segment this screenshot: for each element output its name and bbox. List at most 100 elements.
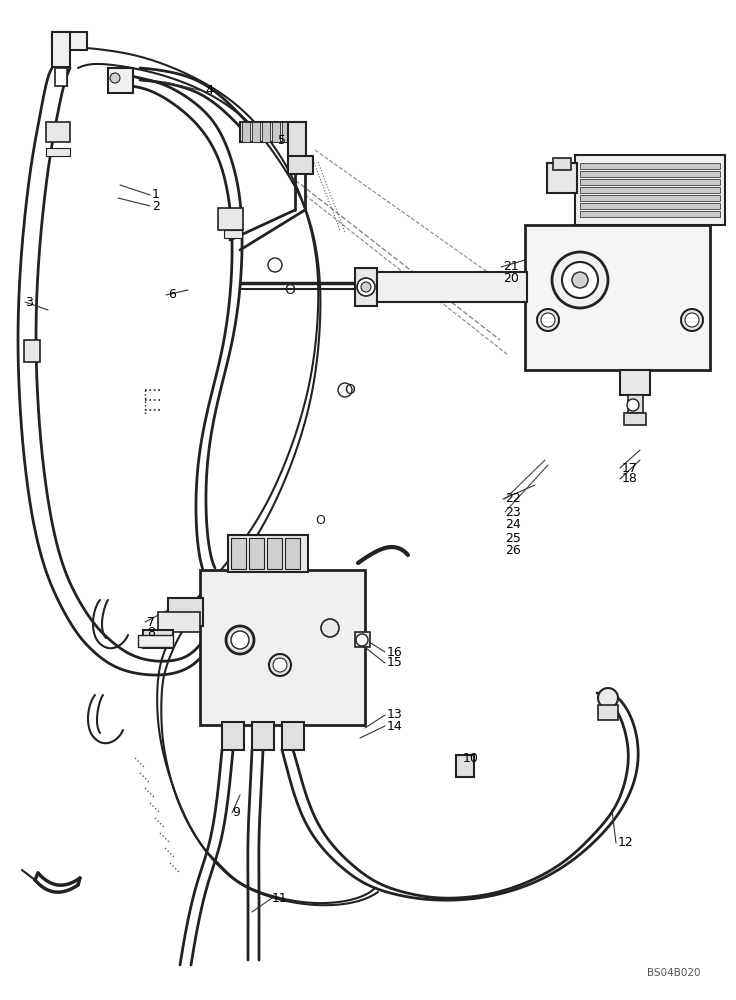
Bar bbox=[143, 630, 173, 648]
Bar bbox=[288, 156, 313, 174]
Circle shape bbox=[113, 73, 127, 87]
Circle shape bbox=[269, 654, 291, 676]
Bar bbox=[138, 635, 173, 647]
Text: 16: 16 bbox=[387, 646, 403, 658]
Bar bbox=[222, 722, 244, 750]
Circle shape bbox=[537, 309, 559, 331]
Circle shape bbox=[681, 309, 703, 331]
Bar bbox=[628, 395, 643, 413]
Bar bbox=[288, 122, 306, 157]
Bar bbox=[240, 122, 298, 142]
Text: 8: 8 bbox=[147, 626, 155, 640]
Bar bbox=[575, 155, 725, 225]
Bar bbox=[46, 122, 70, 142]
Bar bbox=[158, 612, 200, 632]
Text: O: O bbox=[315, 514, 325, 526]
Bar bbox=[580, 163, 720, 169]
Text: 7: 7 bbox=[147, 615, 155, 629]
Text: 23: 23 bbox=[505, 506, 521, 518]
Circle shape bbox=[572, 272, 588, 288]
Bar bbox=[282, 122, 290, 142]
Text: 9: 9 bbox=[232, 806, 240, 820]
Text: O: O bbox=[285, 283, 295, 297]
Text: 13: 13 bbox=[387, 708, 403, 722]
Text: 12: 12 bbox=[618, 836, 634, 850]
Bar bbox=[355, 268, 377, 306]
Circle shape bbox=[321, 619, 339, 637]
Text: 24: 24 bbox=[505, 518, 521, 532]
Bar bbox=[262, 122, 270, 142]
Bar bbox=[224, 230, 242, 238]
Text: 4: 4 bbox=[205, 85, 213, 98]
Text: 21: 21 bbox=[503, 260, 519, 273]
Circle shape bbox=[552, 252, 608, 308]
Bar bbox=[200, 570, 365, 725]
Bar bbox=[285, 538, 300, 569]
Text: 3: 3 bbox=[25, 296, 33, 308]
Circle shape bbox=[356, 634, 368, 646]
Text: 11: 11 bbox=[272, 892, 288, 904]
Bar bbox=[598, 705, 618, 720]
Bar bbox=[249, 538, 264, 569]
Bar bbox=[55, 68, 67, 86]
Bar bbox=[218, 208, 243, 230]
Bar bbox=[355, 632, 370, 647]
Circle shape bbox=[273, 658, 287, 672]
Text: 10: 10 bbox=[463, 752, 479, 764]
Bar bbox=[580, 179, 720, 185]
Text: 20: 20 bbox=[503, 271, 519, 284]
Bar bbox=[252, 722, 274, 750]
Text: 22: 22 bbox=[505, 492, 521, 506]
Circle shape bbox=[226, 626, 254, 654]
Bar bbox=[580, 195, 720, 201]
Bar bbox=[267, 538, 282, 569]
Bar bbox=[168, 598, 203, 626]
Circle shape bbox=[685, 313, 699, 327]
Text: 15: 15 bbox=[387, 656, 403, 670]
Text: 25: 25 bbox=[505, 532, 521, 544]
Bar bbox=[52, 32, 70, 67]
Text: 17: 17 bbox=[622, 462, 638, 475]
Bar bbox=[580, 171, 720, 177]
Circle shape bbox=[541, 313, 555, 327]
Text: 5: 5 bbox=[278, 134, 286, 147]
Bar bbox=[547, 163, 577, 193]
Bar bbox=[52, 32, 87, 50]
Circle shape bbox=[361, 282, 371, 292]
Text: 26: 26 bbox=[505, 544, 521, 558]
Circle shape bbox=[562, 262, 598, 298]
Text: O: O bbox=[344, 383, 355, 397]
Circle shape bbox=[598, 688, 618, 708]
Text: 18: 18 bbox=[622, 473, 638, 486]
Bar bbox=[580, 203, 720, 209]
Circle shape bbox=[108, 68, 132, 92]
Circle shape bbox=[110, 73, 120, 83]
Text: 1: 1 bbox=[152, 188, 160, 202]
Bar bbox=[228, 535, 308, 572]
Bar bbox=[231, 538, 246, 569]
Bar bbox=[375, 272, 527, 302]
Bar bbox=[456, 755, 474, 777]
Bar bbox=[553, 158, 571, 170]
Bar bbox=[24, 340, 40, 362]
Bar bbox=[620, 370, 650, 395]
Circle shape bbox=[231, 631, 249, 649]
Bar bbox=[242, 122, 250, 142]
Bar bbox=[108, 68, 133, 93]
Text: 2: 2 bbox=[152, 200, 160, 213]
Text: 6: 6 bbox=[168, 288, 176, 302]
Circle shape bbox=[357, 278, 375, 296]
Circle shape bbox=[338, 383, 352, 397]
Bar bbox=[525, 225, 710, 370]
Bar bbox=[624, 413, 646, 425]
Circle shape bbox=[268, 258, 282, 272]
Bar bbox=[580, 211, 720, 217]
Text: 14: 14 bbox=[387, 720, 403, 732]
Circle shape bbox=[627, 399, 639, 411]
Bar bbox=[580, 187, 720, 193]
Bar bbox=[282, 722, 304, 750]
Bar bbox=[46, 148, 70, 156]
Text: BS04B020: BS04B020 bbox=[646, 968, 700, 978]
Bar bbox=[272, 122, 280, 142]
Bar bbox=[252, 122, 260, 142]
